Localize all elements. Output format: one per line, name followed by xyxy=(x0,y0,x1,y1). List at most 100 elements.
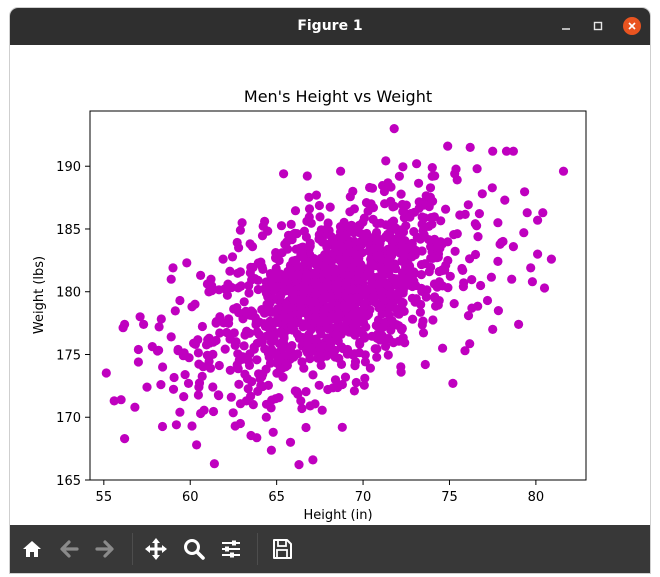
forward-button[interactable] xyxy=(91,535,119,563)
scatter-point xyxy=(441,204,451,214)
scatter-point xyxy=(197,321,207,332)
scatter-point xyxy=(546,254,557,264)
scatter-point xyxy=(460,346,470,356)
scatter-point xyxy=(252,355,262,365)
scatter-point xyxy=(243,384,253,394)
maximize-button[interactable] xyxy=(589,17,607,35)
x-axis-label: Height (in) xyxy=(303,508,372,523)
scatter-point xyxy=(314,380,324,390)
scatter-point xyxy=(135,312,145,322)
scatter-point xyxy=(234,379,244,389)
scatter-point xyxy=(448,378,458,388)
scatter-point xyxy=(194,382,204,392)
scatter-point xyxy=(333,279,343,289)
close-button[interactable] xyxy=(623,17,641,35)
scatter-point xyxy=(272,282,283,292)
scatter-point xyxy=(402,243,413,253)
scatter-point xyxy=(265,269,276,279)
pan-button[interactable] xyxy=(142,535,170,563)
scatter-point xyxy=(449,230,459,240)
scatter-point xyxy=(249,344,259,354)
figure-canvas: Men's Height vs Weight 55 60 65 70 75 80 165 1… xyxy=(10,45,650,525)
chart-title: Men's Height vs Weight xyxy=(244,87,432,106)
scatter-point xyxy=(498,236,508,247)
scatter-point xyxy=(234,243,244,253)
scatter-point xyxy=(193,348,203,358)
scatter-point xyxy=(362,228,372,239)
scatter-point xyxy=(317,405,327,415)
scatter-point xyxy=(325,266,335,277)
scatter-point xyxy=(183,378,194,388)
scatter-point xyxy=(190,339,200,349)
scatter-point xyxy=(427,163,437,173)
scatter-point xyxy=(331,329,341,339)
scatter-point xyxy=(275,364,285,374)
scatter-point xyxy=(355,339,365,349)
scatter-point xyxy=(290,206,301,216)
scatter-point xyxy=(253,284,263,295)
scatter-point xyxy=(314,234,324,244)
scatter-point xyxy=(257,337,267,347)
scatter-point xyxy=(283,244,293,254)
scatter-point xyxy=(133,344,143,355)
scatter-point xyxy=(359,330,369,341)
scatter-point xyxy=(389,124,399,134)
scatter-point xyxy=(472,164,482,174)
scatter-point xyxy=(292,229,302,239)
scatter-point xyxy=(347,310,357,320)
scatter-point xyxy=(311,289,321,299)
scatter-point xyxy=(211,335,221,346)
scatter-point xyxy=(372,235,383,245)
scatter-point xyxy=(285,437,296,447)
scatter-point xyxy=(398,162,408,172)
scatter-point xyxy=(308,455,318,465)
scatter-point xyxy=(429,279,439,289)
scatter-point xyxy=(367,183,378,193)
scatter-point xyxy=(336,359,347,369)
minimize-button[interactable] xyxy=(557,17,575,35)
scatter-point xyxy=(274,393,284,403)
configure-subplots-button[interactable] xyxy=(217,535,245,563)
scatter-point xyxy=(522,208,532,218)
scatter-point xyxy=(327,311,337,321)
zoom-button[interactable] xyxy=(180,535,208,563)
scatter-point xyxy=(360,357,370,367)
scatter-point xyxy=(187,421,197,431)
scatter-point xyxy=(168,263,178,273)
scatter-point xyxy=(450,169,460,179)
home-button[interactable] xyxy=(18,535,46,563)
scatter-point xyxy=(304,204,315,214)
scatter-point xyxy=(196,270,206,280)
x-tick-label: 55 xyxy=(96,490,113,505)
scatter-point xyxy=(343,344,353,355)
save-button[interactable] xyxy=(268,535,296,563)
title-bar[interactable]: Figure 1 xyxy=(10,8,650,45)
save-floppy-icon xyxy=(273,539,292,559)
scatter-point xyxy=(258,369,268,379)
scatter-point xyxy=(383,334,393,344)
scatter-point xyxy=(477,189,487,199)
scatter-point xyxy=(289,317,299,327)
scatter-point xyxy=(349,204,359,214)
scatter-point xyxy=(259,308,270,318)
scatter-point xyxy=(109,396,119,406)
scatter-point xyxy=(299,363,309,373)
scatter-point xyxy=(449,299,459,309)
scatter-point xyxy=(299,226,309,236)
scatter-point xyxy=(175,295,185,306)
scatter-point xyxy=(208,406,219,417)
scatter-point xyxy=(272,316,282,326)
scatter-point xyxy=(425,183,436,193)
scatter-point xyxy=(386,196,396,206)
scatter-point xyxy=(178,351,188,361)
scatter-point xyxy=(279,169,289,179)
scatter-point xyxy=(348,284,358,295)
scatter-point xyxy=(493,256,503,266)
scatter-point xyxy=(533,249,543,259)
back-button[interactable] xyxy=(55,535,83,563)
scatter-point xyxy=(408,314,418,324)
scatter-point xyxy=(237,218,247,228)
scatter-point xyxy=(133,357,143,367)
scatter-point xyxy=(357,239,367,250)
scatter-point xyxy=(304,192,314,202)
